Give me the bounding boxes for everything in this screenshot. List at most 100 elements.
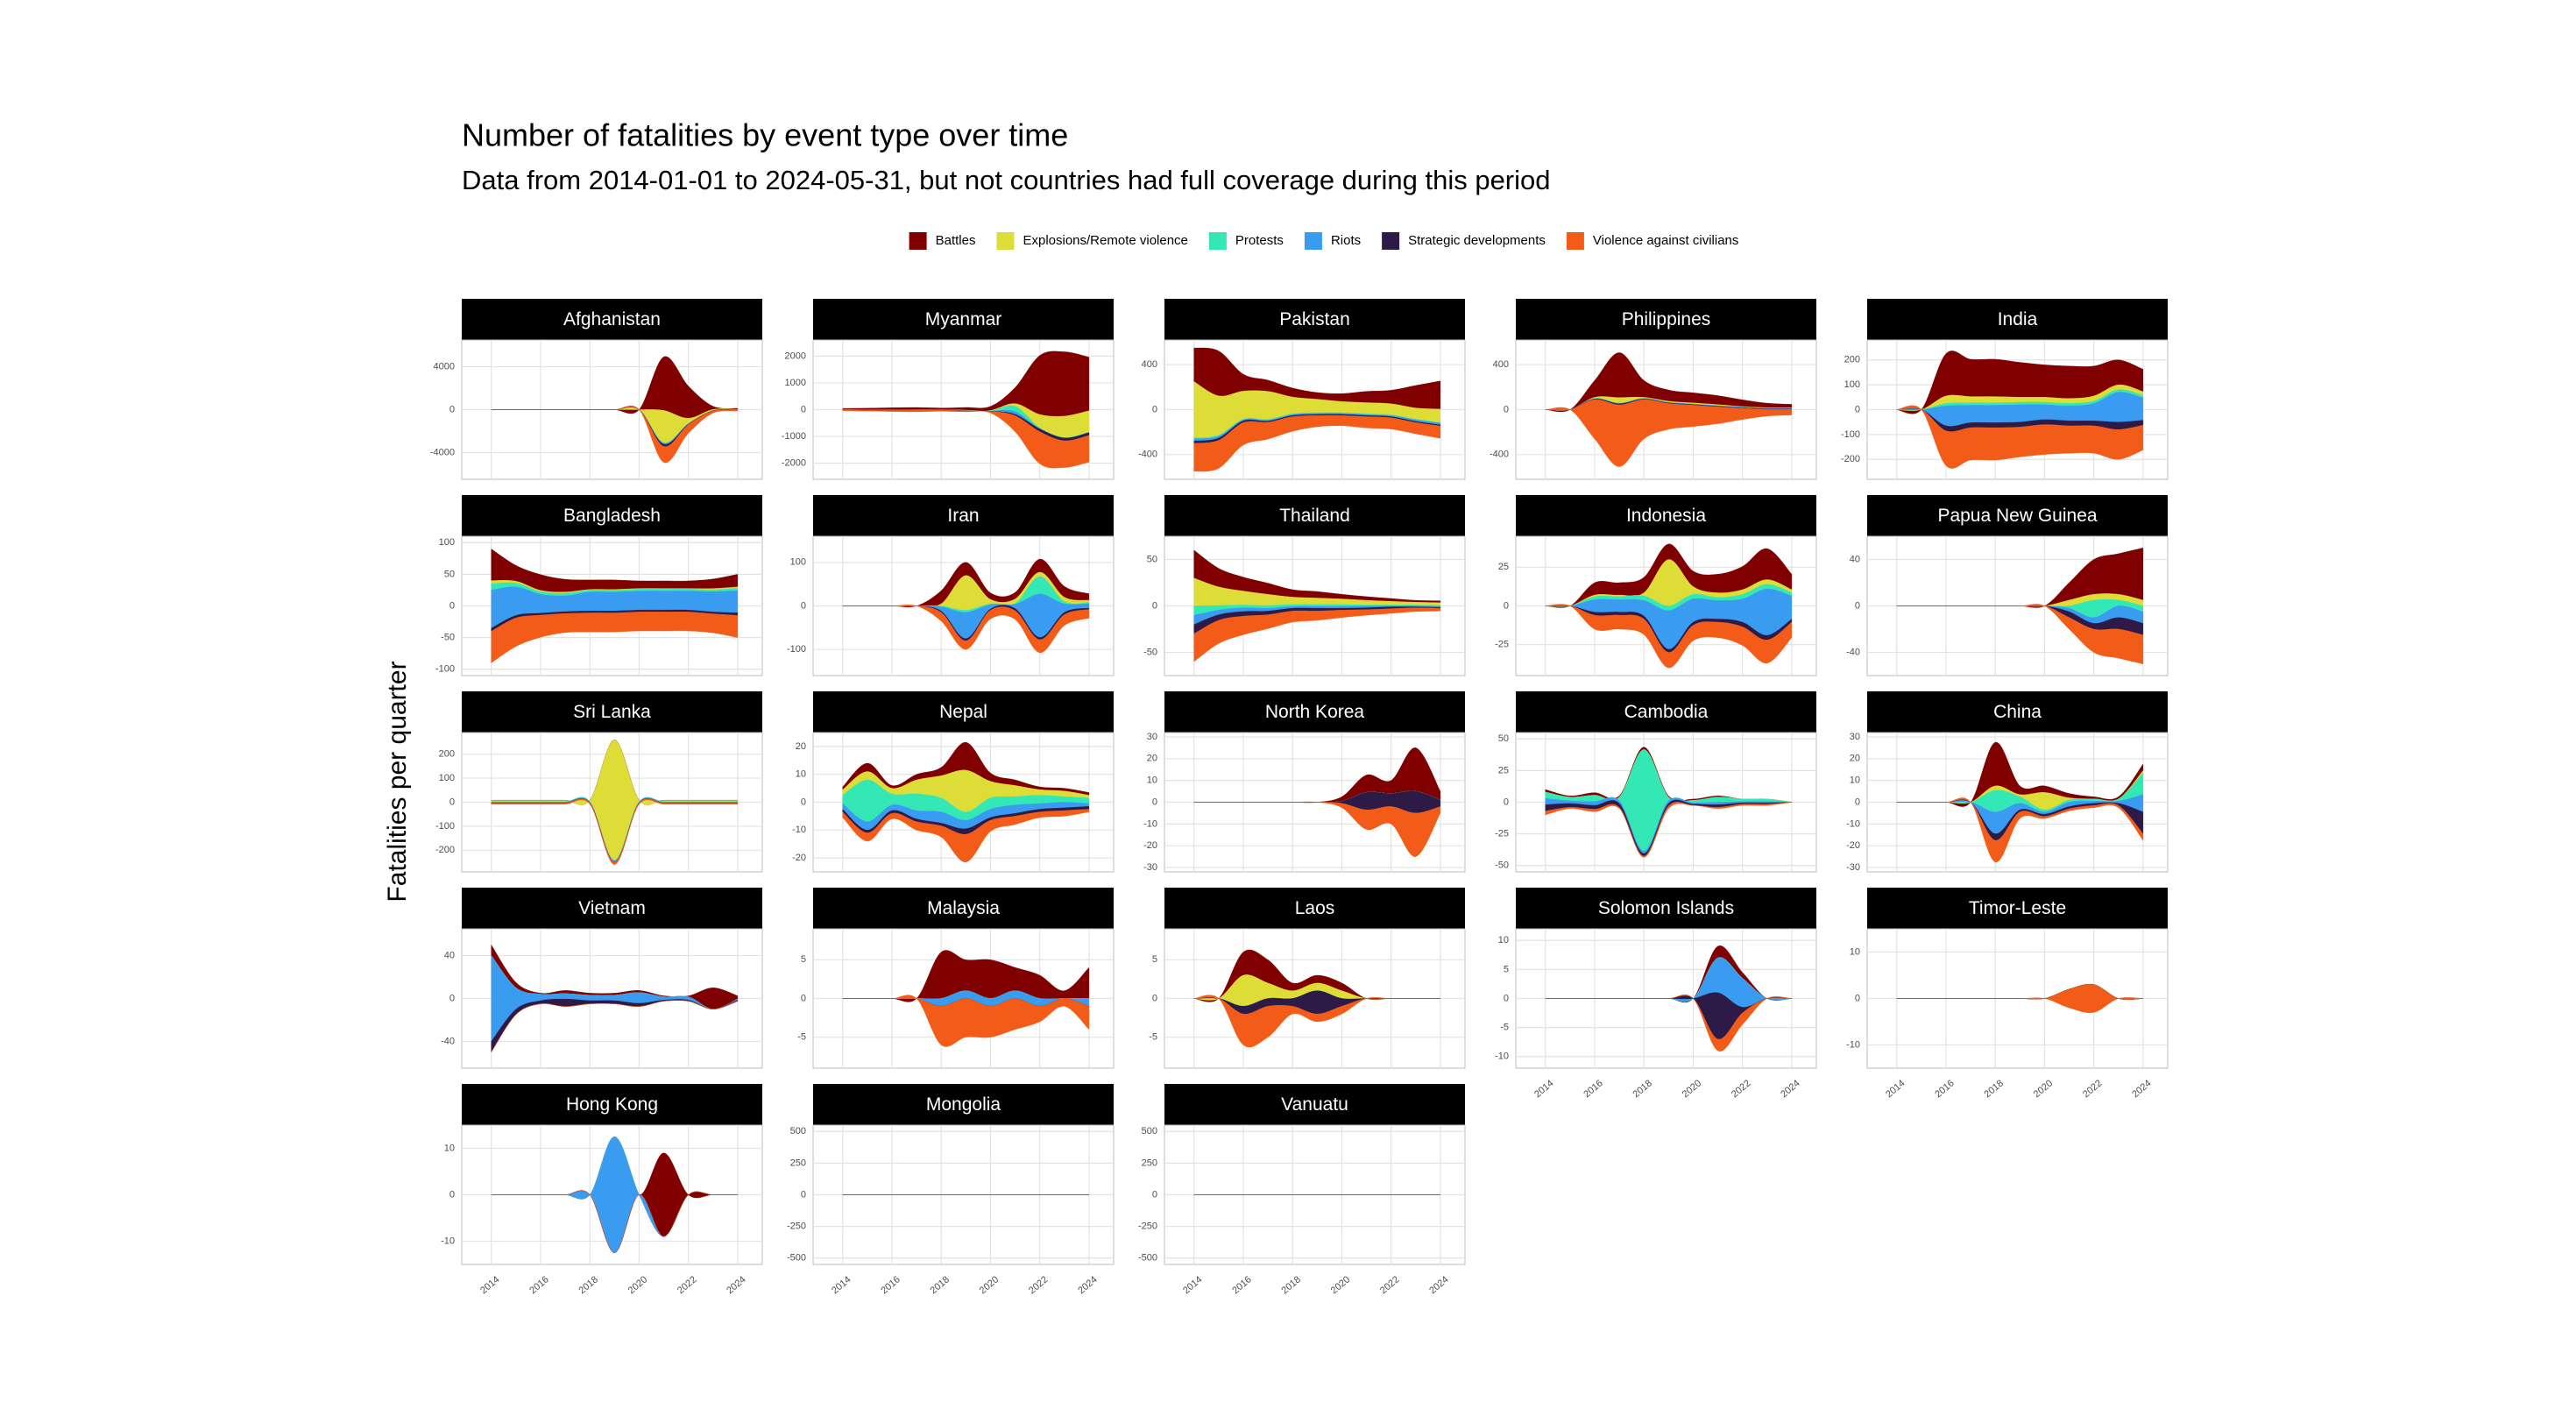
y-tick-label: 500 [1142,1126,1157,1136]
panel-title: Afghanistan [563,309,661,329]
stream-area [1193,607,1441,662]
y-tick-label: 0 [449,993,455,1003]
y-tick-label: -4000 [430,447,455,457]
y-tick-label: 2000 [785,350,806,361]
legend: Battles Explosions/Remote violence Protest… [909,232,1738,250]
y-tick-label: 0 [1504,797,1509,807]
y-tick-label: -40 [441,1036,455,1046]
chart-title: Number of fatalities by event type over … [462,117,1068,153]
panel-title: Myanmar [925,309,1002,329]
stream-area [491,1000,738,1052]
y-tick-label: 40 [1850,554,1860,564]
stream-area [1545,604,1793,669]
y-tick-label: 20 [1850,754,1860,764]
panel-title: Bangladesh [563,506,661,526]
legend-key [1566,232,1584,250]
streams [491,944,739,1053]
y-tick-label: 50 [1147,554,1157,564]
panel: Pakistan -400 0 400 [1138,299,1466,480]
y-tick-label: -100 [435,664,455,675]
strip [1164,691,1465,733]
y-tick-label: -100 [787,644,806,655]
y-tick-label: 0 [1855,600,1860,611]
y-tick-label: -10 [1846,1039,1860,1050]
panel-title: China [1993,702,2042,722]
strip [1516,691,1816,733]
panel: Vietnam -40 0 40 [441,888,763,1069]
strip [1164,299,1465,340]
streams [1193,949,1440,1048]
y-tick-label: -20 [1143,840,1157,851]
stream-area [1193,414,1441,472]
y-tick-label: 25 [1498,562,1509,572]
stream-area [491,405,739,464]
panel: Cambodia -50 -25 0 25 50 [1495,691,1817,873]
panel: Thailand -50 0 50 [1143,495,1466,676]
strip [1516,888,1816,929]
legend-key [996,232,1015,250]
panel-title: Vanuatu [1281,1094,1348,1115]
y-tick-label: 50 [1498,733,1509,744]
streams [1896,741,2144,863]
y-tick-label: 10 [796,769,806,780]
legend-key [1208,232,1227,250]
panel: India -200 -100 0 100 200 [1841,299,2169,480]
y-tick-label: -500 [1138,1253,1157,1264]
legend-label: Strategic developments [1408,233,1546,248]
panel-title: North Korea [1265,702,1365,722]
panel-title: Hong Kong [566,1094,658,1115]
y-tick-label: 0 [1152,797,1157,807]
legend-label: Riots [1331,233,1361,248]
panel: China -30 -20 -10 0 10 20 30 [1846,691,2169,873]
strip [1164,1084,1465,1125]
chart-subtitle: Data from 2014-01-01 to 2024-05-31, but … [462,165,1551,195]
y-tick-label: -5 [1149,1032,1157,1043]
panel: Sri Lanka -200 -100 0 100 200 [435,691,763,873]
y-tick-label: 20 [1147,754,1157,764]
y-tick-label: 0 [449,1189,455,1200]
y-tick-label: 4000 [434,361,455,372]
y-tick-label: -10 [441,1236,455,1246]
y-tick-label: 0 [801,1189,806,1200]
strip [1516,299,1816,340]
stream-area [1896,797,2144,863]
y-tick-label: 40 [444,950,455,960]
streams [1896,984,2143,1013]
panel-title: Malaysia [927,898,1000,918]
y-tick-label: -250 [787,1221,806,1232]
panel-title: Iran [947,506,979,526]
panel-title: Vietnam [578,898,646,918]
stream-area [1545,399,1793,467]
y-tick-label: 0 [1855,404,1860,414]
y-tick-label: 0 [449,797,455,807]
y-tick-label: 30 [1850,732,1860,742]
streams [491,549,739,663]
stream-area [491,798,739,865]
panel: North Korea -30 -20 -10 0 10 20 30 [1143,691,1466,873]
legend-label: Explosions/Remote violence [1023,233,1187,248]
y-tick-label: 20 [796,741,806,752]
y-tick-label: -100 [435,821,455,832]
streams [491,1136,738,1253]
y-tick-label: 5 [801,954,806,965]
y-tick-label: 400 [1142,359,1157,370]
y-tick-label: 0 [1855,797,1860,807]
strip [813,691,1114,733]
panel-title: Sri Lanka [573,702,651,722]
streams [1545,352,1793,467]
strip [1867,299,2168,340]
panel: Laos -5 0 5 [1149,888,1466,1069]
y-tick-label: -500 [787,1253,806,1264]
y-tick-label: 0 [1152,1189,1157,1200]
stream-area [1193,801,1441,857]
y-tick-label: -25 [1495,640,1509,650]
panel-title: Nepal [939,702,987,722]
streams [1896,547,2144,665]
y-tick-label: -10 [792,825,806,835]
panel: Papua New Guinea -40 0 40 [1846,495,2169,676]
y-tick-label: 10 [1147,775,1157,786]
y-tick-label: -10 [1143,818,1157,829]
panel: Myanmar -2000 -1000 0 1000 2000 [782,299,1115,480]
